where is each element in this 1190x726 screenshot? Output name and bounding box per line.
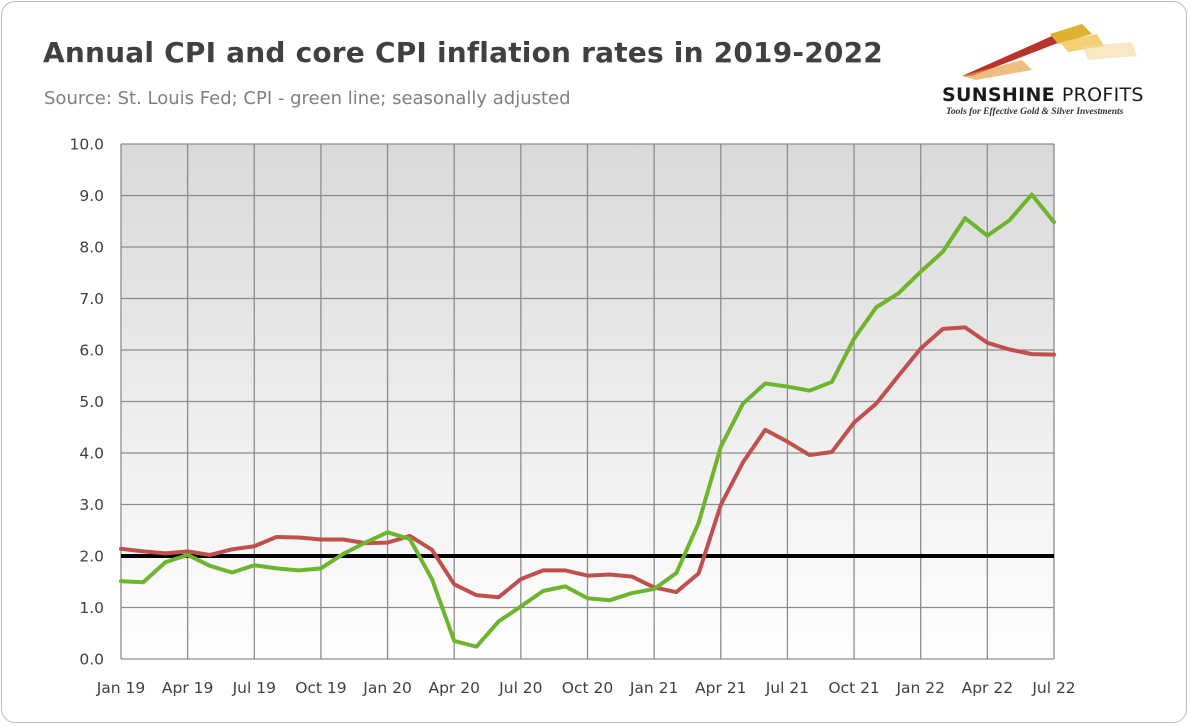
- x-tick-label: Apr 19: [162, 679, 213, 697]
- y-tick-label: 8.0: [79, 239, 104, 257]
- y-tick-label: 3.0: [79, 496, 104, 514]
- logo-swoosh-icon: [962, 24, 1137, 80]
- chart-title: Annual CPI and core CPI inflation rates …: [43, 36, 883, 69]
- y-tick-label: 6.0: [79, 342, 104, 360]
- logo-name-bold: SUNSHINE: [942, 84, 1055, 106]
- chart-subtitle: Source: St. Louis Fed; CPI - green line;…: [44, 88, 571, 109]
- y-tick-label: 7.0: [79, 290, 104, 308]
- x-tick-label: Jan 19: [96, 679, 146, 697]
- x-tick-label: Jan 20: [362, 679, 412, 697]
- x-tick-label: Jan 21: [629, 679, 679, 697]
- y-tick-label: 0.0: [79, 651, 104, 669]
- x-tick-label: Jul 22: [1031, 679, 1075, 697]
- cpi-line: [119, 192, 1056, 649]
- x-tick-label: Oct 21: [828, 679, 879, 697]
- sunshine-profits-logo: SUNSHINE PROFITS Tools for Effective Gol…: [932, 20, 1172, 130]
- x-tick-label: Apr 20: [428, 679, 479, 697]
- y-tick-label: 5.0: [79, 393, 104, 411]
- x-tick-label: Jul 21: [765, 679, 809, 697]
- y-tick-label: 4.0: [79, 445, 104, 463]
- y-tick-label: 10.0: [69, 136, 104, 154]
- logo-name: SUNSHINE PROFITS: [942, 84, 1144, 106]
- core-cpi-line: [119, 325, 1056, 600]
- x-tick-label: Jul 19: [232, 679, 276, 697]
- logo-name-light: PROFITS: [1061, 84, 1144, 106]
- x-tick-label: Apr 21: [695, 679, 746, 697]
- x-tick-label: Jan 22: [895, 679, 945, 697]
- y-tick-label: 2.0: [79, 548, 104, 566]
- x-tick-label: Oct 19: [295, 679, 346, 697]
- y-tick-label: 1.0: [79, 599, 104, 617]
- x-tick-label: Apr 22: [962, 679, 1013, 697]
- x-axis-ticks: Jan 19 Apr 19 Jul 19 Oct 19 Jan 20 Apr 20 Jul …: [96, 679, 1076, 697]
- logo-tagline: Tools for Effective Gold & Silver Invest…: [946, 107, 1124, 117]
- series-lines: [119, 192, 1056, 649]
- y-axis-ticks: 0.0 1.0 2.0 3.0 4.0 5.0 6.0 7.0 8.0 9.0 10.0: [69, 136, 104, 669]
- x-tick-label: Oct 20: [562, 679, 613, 697]
- x-tick-label: Jul 20: [498, 679, 542, 697]
- y-tick-label: 9.0: [79, 187, 104, 205]
